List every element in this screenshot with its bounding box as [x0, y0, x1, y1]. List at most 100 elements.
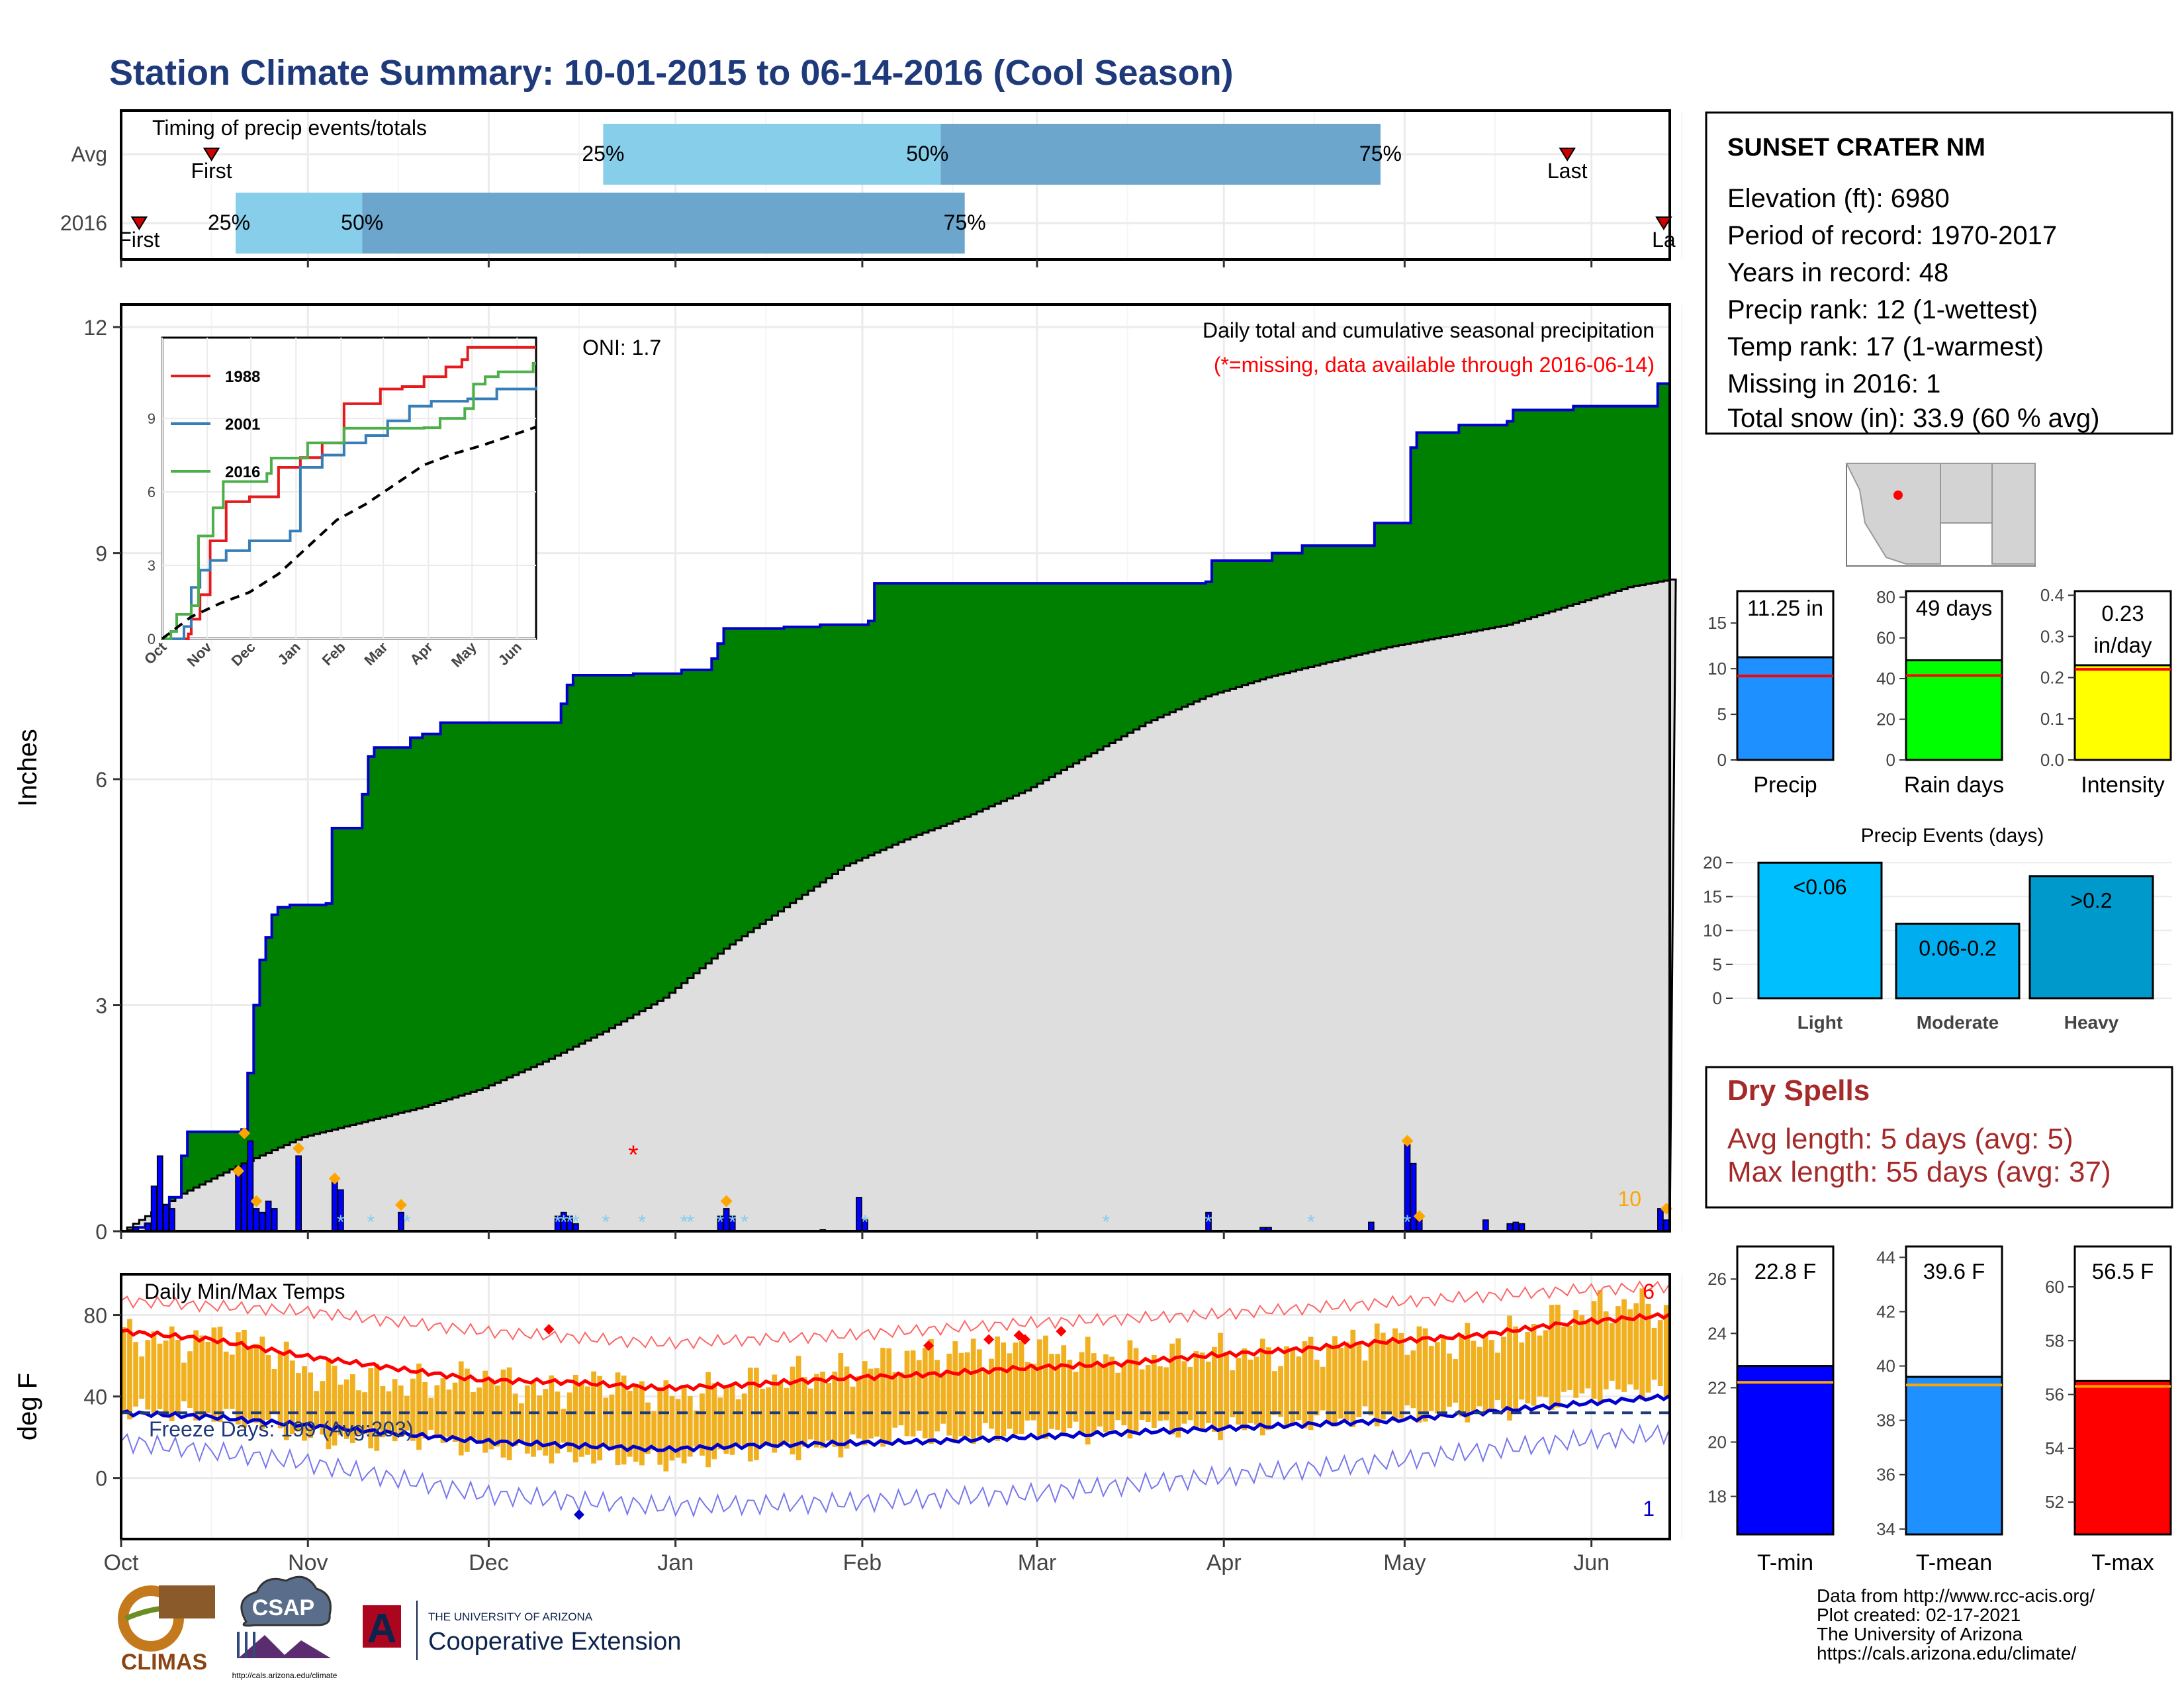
- daily-temp-bar: [1115, 1372, 1121, 1421]
- daily-temp-bar: [1374, 1323, 1380, 1427]
- mini-bar-value-label: 49 days: [1916, 596, 1993, 620]
- daily-temp-bar: [1416, 1326, 1422, 1423]
- daily-temp-bar: [416, 1363, 422, 1450]
- daily-temp-bar: [1350, 1329, 1356, 1427]
- record-high-count: 6: [1643, 1280, 1655, 1303]
- daily-temp-bar: [1609, 1323, 1615, 1381]
- daily-temp-bar: [578, 1383, 584, 1457]
- daily-temp-bar: [1459, 1335, 1465, 1417]
- daily-precip-bar: [1482, 1219, 1489, 1232]
- daily-temp-bar: [675, 1399, 681, 1458]
- daily-temp-bar: [1561, 1327, 1567, 1392]
- daily-temp-bar: [531, 1382, 536, 1457]
- daily-temp-bar: [639, 1381, 645, 1466]
- missing-marker: *: [628, 1141, 639, 1170]
- temperature-summary-bars: 18 20 22 24 26 22.8 F T-min 34 36 38 40 42 44 39.6 F T…: [1707, 1245, 2172, 1575]
- daily-temp-bar: [1639, 1288, 1645, 1401]
- daily-temp-bar: [735, 1399, 741, 1445]
- precip-ylabel: Inches: [13, 729, 42, 807]
- daily-temp-bar: [989, 1358, 994, 1429]
- daily-temp-bar: [929, 1338, 934, 1444]
- daily-temp-bar: [253, 1343, 259, 1423]
- daily-temp-bar: [1615, 1306, 1621, 1389]
- temp-summary-ytick-label: 22: [1707, 1378, 1727, 1397]
- daily-temp-bar: [1326, 1344, 1332, 1423]
- temp-summary-ytick-label: 20: [1707, 1432, 1727, 1452]
- daily-temp-bar: [766, 1387, 771, 1446]
- temp-summary-ytick-label: 44: [1876, 1247, 1895, 1267]
- snow-day-marker: *: [572, 1211, 580, 1233]
- daily-temp-bar: [572, 1374, 578, 1463]
- daily-temp-bar: [1109, 1356, 1115, 1430]
- daily-temp-bar: [627, 1391, 633, 1457]
- daily-temp-bar: [482, 1370, 488, 1453]
- daily-temp-bar: [657, 1389, 663, 1465]
- daily-max-marker: [238, 1127, 251, 1140]
- daily-temp-bar: [603, 1397, 609, 1448]
- daily-max-marker: [720, 1195, 733, 1207]
- month-tick-label: Dec: [469, 1550, 508, 1575]
- daily-temp-bar: [838, 1353, 844, 1458]
- daily-temp-bar: [983, 1370, 988, 1423]
- timing-bar-50-75: [940, 124, 1381, 185]
- daily-temp-bar: [133, 1342, 138, 1407]
- month-tick-label: Apr: [1206, 1550, 1242, 1575]
- ua-logo-letter: A: [367, 1606, 397, 1652]
- record-high-marker: [543, 1324, 555, 1335]
- daily-temp-bar: [349, 1374, 355, 1444]
- snow-day-marker: *: [554, 1211, 562, 1233]
- daily-precip-bar: [1657, 1208, 1664, 1232]
- daily-temp-bar: [1061, 1345, 1067, 1436]
- daily-temp-bar: [1441, 1336, 1446, 1417]
- daily-temp-bar: [296, 1373, 301, 1432]
- daily-temp-bar: [820, 1372, 825, 1448]
- daily-max-marker: [394, 1199, 407, 1211]
- snow-day-marker: *: [337, 1211, 345, 1233]
- credit-line: The University of Arizona: [1817, 1624, 2023, 1644]
- daily-max-marker: [328, 1172, 341, 1185]
- daily-temp-bar: [790, 1366, 796, 1455]
- timing-p50-label: 50%: [341, 211, 383, 234]
- events-category-label: Heavy: [2064, 1012, 2119, 1033]
- station-line: Total snow (in): 33.9 (60 % avg): [1727, 404, 2099, 433]
- daily-temp-bar: [157, 1343, 163, 1409]
- timing-p75-label: 75%: [944, 211, 986, 234]
- daily-temp-bar: [1525, 1332, 1531, 1404]
- events-ytick-label: 5: [1713, 955, 1722, 974]
- daily-temp-bar: [211, 1327, 217, 1422]
- snow-day-marker: *: [560, 1211, 568, 1233]
- record-low-marker: [573, 1509, 584, 1521]
- daily-temp-bar: [308, 1372, 313, 1438]
- daily-temp-bar: [693, 1410, 699, 1447]
- snow-day-marker: *: [1205, 1211, 1212, 1233]
- events-ytick-label: 10: [1703, 921, 1722, 941]
- daily-temp-bar: [1212, 1346, 1217, 1432]
- daily-precip-bar: [1367, 1221, 1375, 1232]
- daily-temp-bar: [314, 1391, 320, 1428]
- daily-temp-bar: [151, 1331, 157, 1416]
- daily-temp-bar: [850, 1386, 856, 1434]
- mini-bar-ytick-label: 20: [1876, 710, 1895, 729]
- snow-day-marker: *: [566, 1211, 574, 1233]
- temp-summary-value-label: 22.8 F: [1754, 1259, 1817, 1284]
- precip-count-label: 10: [1617, 1187, 1641, 1211]
- temp-summary-category-label: T-min: [1757, 1550, 1813, 1575]
- snow-day-marker: *: [686, 1211, 694, 1233]
- mini-bar-ytick-label: 10: [1707, 659, 1727, 679]
- temp-summary-ytick-label: 58: [2045, 1331, 2064, 1350]
- daily-temp-bar: [910, 1350, 916, 1437]
- events-bar: [1757, 861, 1883, 1000]
- timing-p75-label: 75%: [1359, 142, 1402, 165]
- daily-precip-bar: [150, 1185, 158, 1232]
- daily-temp-bar: [1199, 1352, 1205, 1429]
- record-high-marker: [983, 1334, 995, 1345]
- daily-precip-bar: [1512, 1221, 1520, 1232]
- daily-temp-bar: [283, 1341, 289, 1440]
- daily-temp-bar: [458, 1361, 464, 1456]
- events-ytick-label: 15: [1703, 886, 1722, 906]
- events-bar: [2028, 875, 2154, 1000]
- mini-bar-category-label: Intensity: [2081, 773, 2165, 798]
- daily-temp-bar: [633, 1384, 639, 1462]
- inset-series-line: [162, 361, 536, 640]
